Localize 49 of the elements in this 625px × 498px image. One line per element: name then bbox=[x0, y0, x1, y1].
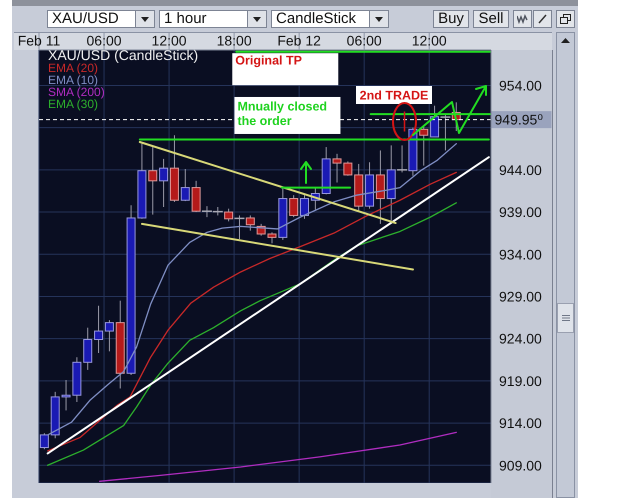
candlestick bbox=[332, 153, 342, 184]
chart-title: XAU/USD (CandleStick) bbox=[48, 47, 198, 63]
candlestick bbox=[62, 380, 71, 411]
dropdown: 1 hour bbox=[159, 10, 267, 28]
candlestick bbox=[180, 168, 190, 202]
y-tick-label: 929.00 bbox=[499, 288, 542, 304]
y-tick-label: 924.00 bbox=[499, 330, 542, 347]
candlestick bbox=[159, 158, 168, 208]
candlestick bbox=[419, 126, 428, 166]
candlestick bbox=[246, 214, 255, 232]
x-tick-label: 06:00 bbox=[86, 32, 122, 48]
x-tick-label: 18:00 bbox=[216, 32, 252, 48]
candlestick bbox=[289, 194, 298, 218]
y-tick-label: 944.00 bbox=[499, 162, 542, 178]
y-tick-label: 914.00 bbox=[499, 415, 542, 432]
candlestick bbox=[94, 305, 104, 354]
text: EMA (30) bbox=[48, 97, 98, 111]
button: Sell bbox=[473, 10, 509, 28]
text: EMA (10) bbox=[48, 73, 100, 87]
y-tick-label: 934.00 bbox=[499, 246, 542, 262]
text: SMA (200) bbox=[48, 85, 105, 99]
y-tick-label: 919.00 bbox=[499, 372, 542, 389]
candlestick bbox=[376, 150, 385, 224]
y-tick-label: 939.00 bbox=[499, 204, 542, 220]
text: EMA (20) bbox=[48, 61, 100, 75]
annotation: Original TP bbox=[235, 54, 302, 68]
dropdown: CandleStick bbox=[271, 10, 389, 28]
candlestick bbox=[440, 114, 450, 151]
button: Buy bbox=[433, 10, 469, 28]
x-tick-label: Feb 11 bbox=[18, 32, 60, 48]
annotation: 949.95⁰ bbox=[494, 112, 544, 128]
candlestick bbox=[148, 146, 158, 216]
y-tick-label: 909.00 bbox=[499, 457, 542, 474]
x-tick-label: 12:00 bbox=[412, 32, 447, 48]
candlestick bbox=[104, 320, 114, 352]
x-tick-label: 12:00 bbox=[152, 32, 187, 48]
candlestick bbox=[300, 194, 310, 220]
candlestick bbox=[397, 144, 408, 173]
candlestick bbox=[224, 208, 234, 222]
x-tick-label: 06:00 bbox=[346, 32, 382, 48]
annotation: 2nd TRADE bbox=[360, 88, 428, 102]
annotation: Mnually closed the order bbox=[237, 99, 328, 128]
candlestick bbox=[192, 180, 201, 213]
candlestick bbox=[234, 214, 244, 240]
y-tick-label: 954.00 bbox=[499, 77, 542, 94]
dropdown: XAU/USD bbox=[47, 10, 155, 28]
candlestick bbox=[267, 232, 276, 244]
x-tick-label: Feb 12 bbox=[277, 32, 322, 48]
candlestick bbox=[430, 105, 440, 138]
